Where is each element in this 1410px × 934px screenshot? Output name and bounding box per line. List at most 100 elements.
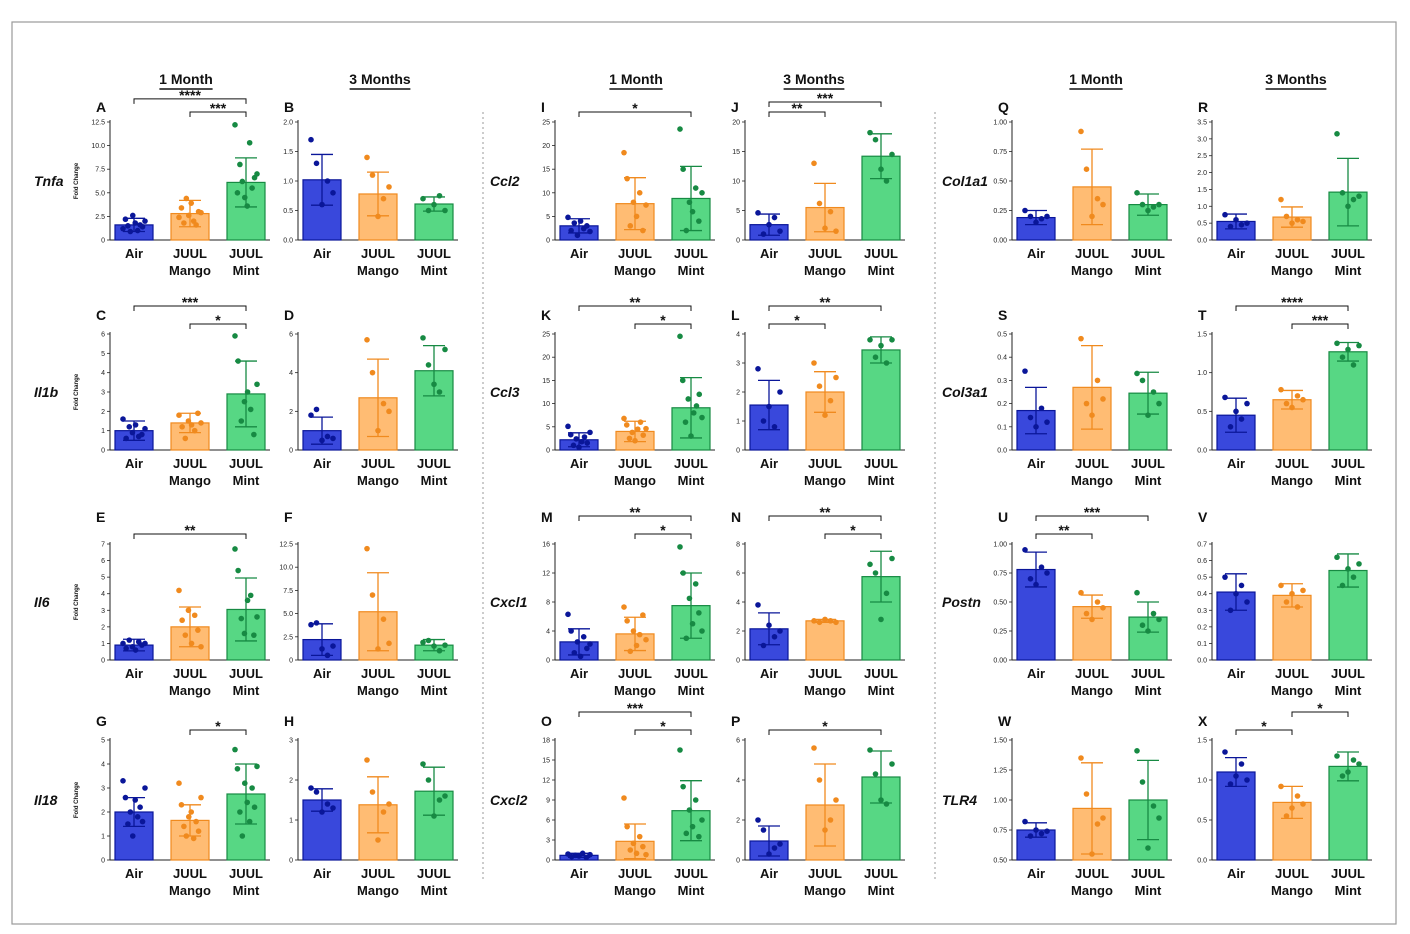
significance-bracket: [768, 111, 826, 117]
y-tick-label: 0.00: [993, 238, 1007, 245]
panel-S: S Col3a1 0.0 0.1 0.2 0.3 0.4 0.5 Air JUUL Mango JUU…: [942, 307, 1172, 488]
y-tick-label: 2.0: [1197, 170, 1207, 177]
data-point: [578, 438, 585, 445]
category-label: JUUL Mango: [357, 456, 399, 488]
data-point: [777, 841, 783, 847]
data-point: [120, 640, 126, 647]
column-header: 1 Month: [609, 71, 663, 87]
data-point: [386, 801, 392, 807]
significance-bracket: [634, 323, 692, 329]
data-point: [833, 619, 839, 626]
data-point: [643, 851, 649, 858]
data-point: [777, 389, 783, 395]
significance-label: **: [630, 504, 641, 520]
data-point: [577, 653, 584, 660]
significance-label: *: [660, 522, 666, 538]
data-point: [1078, 589, 1084, 596]
data-point: [132, 797, 139, 803]
data-point: [1334, 554, 1340, 561]
data-point: [1094, 599, 1101, 605]
y-tick-label: 0.7: [1197, 542, 1207, 549]
data-point: [380, 616, 387, 622]
data-point: [686, 807, 693, 813]
data-point: [760, 418, 767, 424]
data-point: [179, 617, 185, 624]
panel-P: P 0 2 4 6 Air JUUL Mango JUUL Mint *: [731, 713, 905, 898]
data-point: [1238, 222, 1245, 228]
data-point: [176, 780, 182, 786]
data-point: [125, 223, 131, 229]
data-point: [636, 190, 643, 196]
panel-I: I Ccl2 0 5 10 15 20 25 Air JUUL Mango JUUL Mint *: [490, 99, 715, 278]
data-point: [1134, 748, 1140, 754]
category-label: JUUL Mango: [169, 866, 211, 898]
y-tick-label: 15: [732, 149, 740, 156]
data-point: [1289, 220, 1295, 226]
data-point: [380, 195, 387, 202]
y-axis-title: Fold Change: [74, 583, 80, 620]
data-point: [1139, 779, 1146, 785]
data-point: [587, 228, 593, 235]
y-tick-label: 1.00: [993, 542, 1007, 549]
data-point: [142, 425, 148, 432]
data-point: [442, 793, 448, 799]
data-point: [246, 139, 253, 146]
category-label: JUUL Mint: [417, 456, 451, 488]
data-point: [182, 435, 189, 442]
bar: [1328, 765, 1368, 861]
significance-bracket: [1291, 711, 1349, 717]
data-point: [827, 618, 834, 624]
data-point: [568, 227, 574, 234]
category-label: JUUL Mint: [1331, 866, 1365, 898]
panel-letter: V: [1198, 509, 1208, 525]
y-tick-label: 0: [546, 448, 550, 455]
panel-letter: U: [998, 509, 1008, 525]
y-tick-label: 3: [101, 390, 105, 397]
data-point: [185, 418, 192, 424]
category-label: Air: [1027, 866, 1045, 881]
y-tick-label: 0.00: [993, 658, 1007, 665]
y-tick-label: 0.5: [997, 332, 1007, 339]
column-header: 3 Months: [1265, 71, 1327, 87]
data-point: [587, 641, 593, 647]
data-point: [1156, 400, 1162, 407]
data-point: [636, 833, 643, 840]
data-point: [683, 227, 690, 234]
data-point: [1233, 773, 1239, 779]
data-point: [235, 567, 241, 574]
category-label: JUUL Mango: [357, 666, 399, 698]
y-tick-label: 15: [542, 378, 550, 385]
data-point: [198, 643, 204, 650]
panel-letter: J: [731, 99, 739, 115]
data-point: [442, 642, 448, 648]
data-point: [883, 360, 890, 366]
data-point: [235, 358, 241, 364]
y-tick-label: 15: [542, 167, 550, 174]
data-point: [633, 642, 640, 649]
y-tick-label: 4: [736, 600, 740, 607]
panel-letter: C: [96, 307, 106, 323]
data-point: [425, 362, 432, 368]
data-point: [241, 630, 248, 637]
data-point: [176, 412, 182, 419]
data-point: [125, 821, 131, 827]
data-point: [867, 561, 873, 568]
y-tick-label: 1.5: [283, 149, 293, 156]
panel-letter: P: [731, 713, 740, 729]
panel-U: U Postn 0.00 0.25 0.50 0.75 1.00 Air JUUL Mango JU…: [942, 504, 1172, 698]
panel-G: G Il18 Fold Change 0 1 2 3 4 5 Air JUUL Mango JUUL Mi…: [34, 713, 270, 898]
category-label: Air: [1027, 456, 1045, 471]
y-tick-label: 1.0: [1197, 778, 1207, 785]
data-point: [142, 640, 148, 647]
gene-label: TLR4: [942, 792, 977, 808]
data-point: [565, 611, 571, 618]
data-point: [319, 201, 325, 208]
data-point: [142, 218, 148, 224]
y-tick-label: 0.0: [1197, 658, 1207, 665]
data-point: [232, 546, 238, 552]
data-point: [123, 435, 129, 442]
significance-bracket: [578, 711, 692, 717]
y-tick-label: 1.0: [1197, 370, 1207, 377]
data-point: [680, 166, 686, 172]
